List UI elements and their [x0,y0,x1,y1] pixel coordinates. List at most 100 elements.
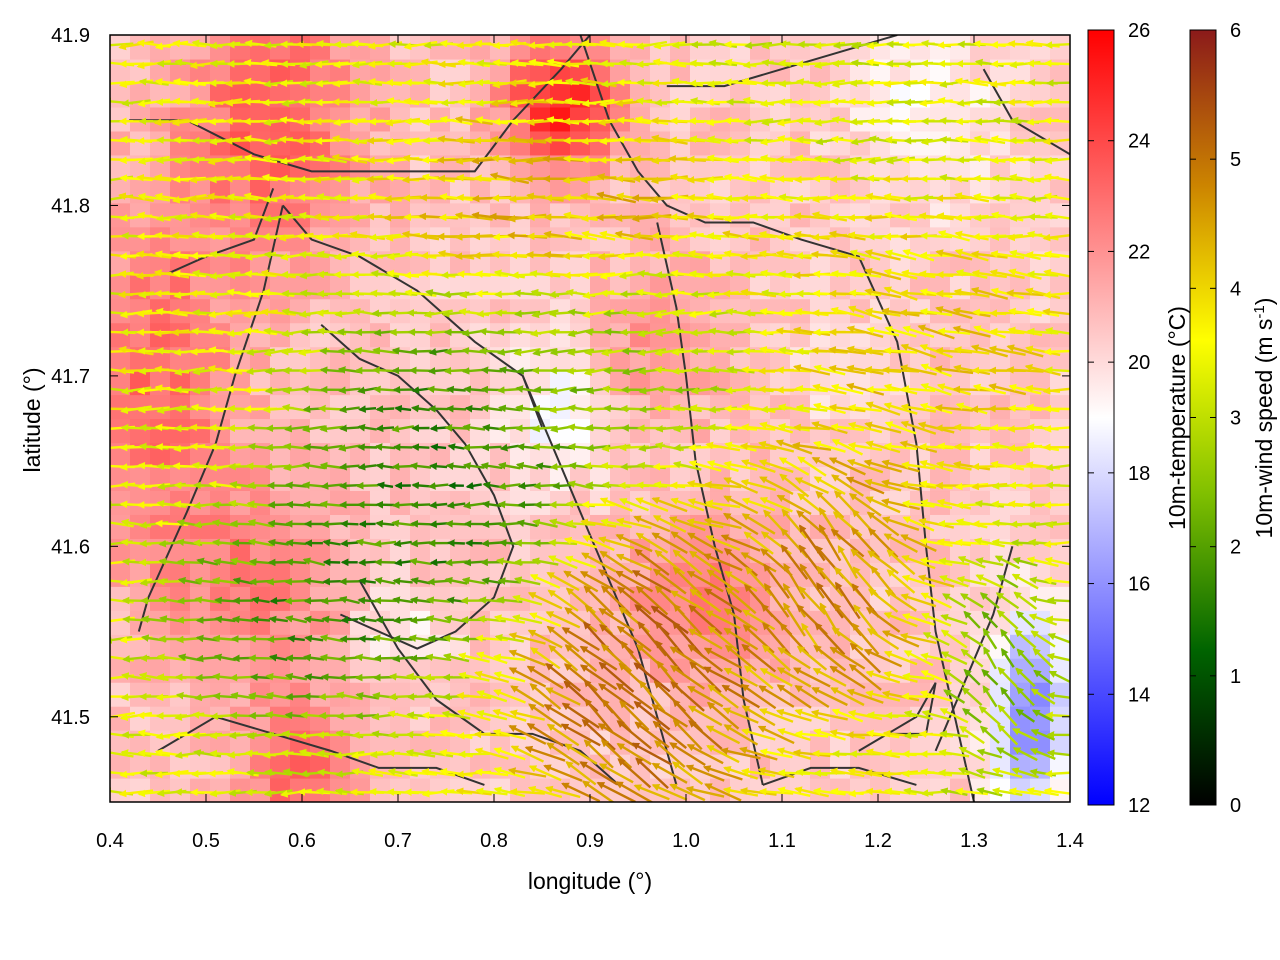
temperature-tick-label: 18 [1128,463,1150,485]
temperature-cell [150,370,171,396]
wind-arrow [410,519,431,528]
temperature-cell [310,370,331,396]
temperature-cell [470,226,491,252]
wind-arrow [269,596,287,605]
temperature-cell [350,466,371,492]
wind-arrow [430,443,447,451]
temperature-cell [110,202,131,228]
temperature-cell [970,82,991,108]
temperature-cell [330,394,351,420]
temperature-cell [370,706,391,731]
temperature-cell [510,298,531,324]
temperature-cell [830,682,851,707]
temperature-cell [530,466,551,492]
temperature-cell [110,490,131,515]
temperature-cell [130,35,151,60]
temperature-cell [150,202,171,228]
wind-arrow [391,501,414,509]
temperature-cell [170,562,191,587]
temperature-cell [490,35,511,60]
temperature-cell [470,490,491,515]
temperature-cell [370,778,391,802]
temperature-cell [590,322,611,348]
temperature-cell [110,322,131,348]
windspeed-label-main: 10m-wind speed (m s [1251,319,1277,539]
temperature-cell [830,274,851,300]
temperature-cell [1050,322,1070,348]
temperature-cell [150,58,171,84]
temperature-cell [710,35,731,60]
temperature-cell [490,130,511,156]
wind-arrow [1044,769,1070,778]
temperature-cell [550,226,571,252]
temperature-cell [430,394,451,420]
temperature-cell [250,586,271,611]
temperature-cell [290,514,311,539]
temperature-cell [630,274,651,300]
wind-arrow [214,596,236,605]
temperature-cell [410,682,431,707]
temperature-cell [130,322,151,348]
temperature-cell [310,322,331,348]
temperature-cell [530,394,551,420]
temperature-cell [430,35,451,60]
temperature-cell [350,202,371,228]
temperature-cell [350,586,371,611]
temperature-cell [150,106,171,132]
temperature-cell [810,106,831,132]
temperature-cell [250,562,271,587]
temperature-cell [230,610,251,635]
temperature-cell [210,106,231,132]
temperature-cell [350,658,371,683]
temperature-cell [910,226,931,252]
windspeed-label-superscript: -1 [1251,305,1268,318]
temperature-cell [270,562,291,587]
wind-arrow [1044,366,1070,374]
wind-arrow [250,615,271,624]
temperature-cell [110,514,131,539]
wind-arrow [463,558,485,567]
temperature-cell [1050,658,1070,683]
temperature-cell [670,178,691,204]
temperature-tick-label: 24 [1128,131,1150,153]
wind-arrow [340,520,359,528]
wind-arrow [355,481,379,490]
temperature-cell [690,106,711,132]
temperature-cell [170,418,191,444]
temperature-cell [470,322,491,348]
temperature-cell [1010,202,1031,228]
wind-arrow [303,596,325,605]
wind-arrow [318,692,345,701]
temperature-cell [390,130,411,156]
temperature-cell [1050,418,1070,444]
temperature-cell [310,754,331,779]
temperature-cell [1010,35,1031,60]
temperature-cell [1050,35,1070,60]
temperature-cell [1030,418,1051,444]
y-tick-label: 41.8 [51,195,90,217]
temperature-cell [730,322,751,348]
wind-arrow [284,597,308,605]
temperature-cell [350,538,371,563]
temperature-cell [750,418,771,444]
wind-arrow [285,558,307,566]
temperature-cell [170,298,191,324]
temperature-cell [230,202,251,228]
temperature-cell [370,35,391,60]
temperature-cell [410,322,431,348]
temperature-cell [950,490,971,515]
temperature-cell [510,35,531,60]
temperature-cell [950,202,971,228]
temperature-cell [570,490,591,515]
temperature-cell [1050,586,1070,611]
temperature-cell [370,466,391,492]
wind-arrow [410,539,431,548]
temperature-tick-label: 12 [1128,795,1150,817]
temperature-cell [250,394,271,420]
temperature-cell [550,490,571,515]
y-tick-label: 41.7 [51,366,90,388]
temperature-cell [330,706,351,731]
temperature-cell [390,106,411,132]
wind-arrow [176,558,203,566]
temperature-cell [470,514,491,539]
